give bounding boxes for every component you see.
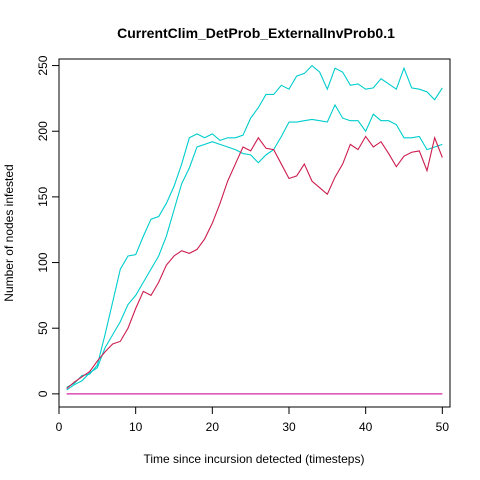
y-tick-label: 0 <box>36 390 50 397</box>
x-tick-label: 40 <box>359 420 373 434</box>
series-layer <box>66 64 443 395</box>
chart-title: CurrentClim_DetProb_ExternalInvProb0.1 <box>117 25 395 41</box>
x-axis-label: Time since incursion detected (timesteps… <box>144 452 365 466</box>
series-line-1 <box>66 64 443 388</box>
y-tick-label: 50 <box>36 321 50 335</box>
x-tick-label: 50 <box>436 420 450 434</box>
x-tick-label: 30 <box>282 420 296 434</box>
plot-area-frame <box>58 58 451 408</box>
x-tick-label: 20 <box>206 420 220 434</box>
y-axis-label: Number of nodes infested <box>2 164 16 301</box>
y-axis: 0 50 100 150 200 250 <box>36 55 60 397</box>
x-tick-label: 0 <box>56 420 63 434</box>
series-line-3 <box>66 135 443 390</box>
x-axis: 0 10 20 30 40 50 <box>56 406 450 434</box>
series-line-2 <box>66 103 443 391</box>
y-tick-label: 100 <box>36 252 50 272</box>
y-tick-label: 250 <box>36 55 50 75</box>
y-tick-label: 200 <box>36 121 50 141</box>
y-tick-label: 150 <box>36 187 50 207</box>
x-tick-label: 10 <box>129 420 143 434</box>
